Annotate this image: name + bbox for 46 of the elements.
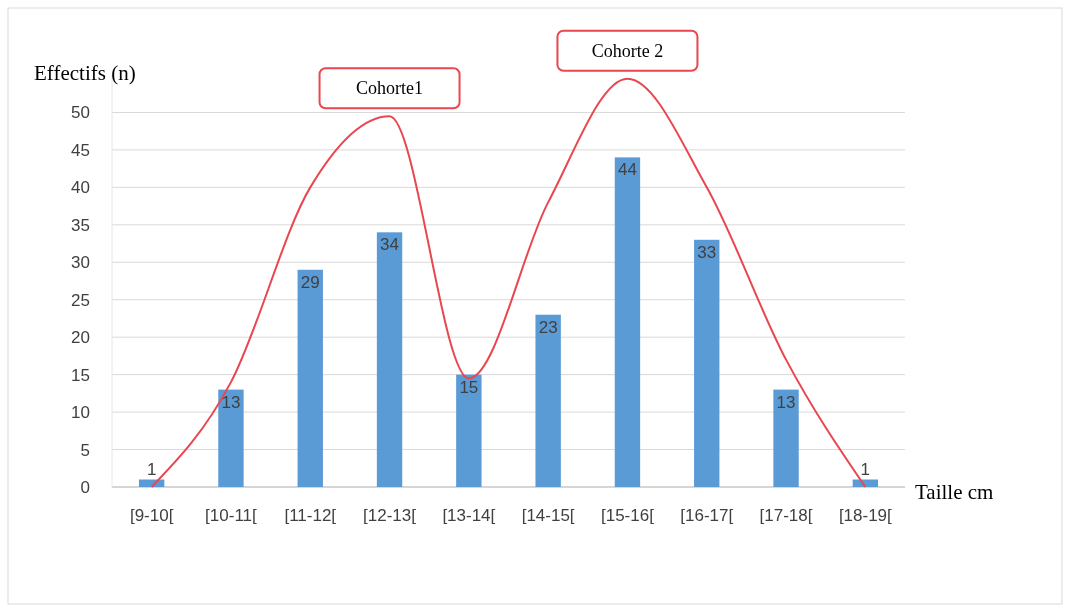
x-tick-label: [10-11[ (205, 506, 258, 525)
y-tick-label: 20 (71, 328, 90, 348)
bar (614, 157, 641, 487)
y-axis-title: Effectifs (n) (34, 61, 136, 85)
annotation: Cohorte1 (356, 78, 424, 99)
x-tick-label: [9-10[ (129, 506, 174, 525)
bar (218, 389, 244, 487)
x-tick-label: [11-12[ (284, 506, 337, 525)
callout-box: Cohorte1 (318, 67, 461, 110)
y-tick-label: 30 (71, 253, 90, 273)
annotation: Cohorte 2 (591, 40, 664, 61)
y-tick-label: 45 (71, 140, 90, 160)
x-tick-label: [18-19[ (838, 506, 893, 525)
y-tick-label: 10 (71, 403, 90, 423)
y-tick-label: 40 (71, 178, 90, 198)
data-label: 34 (380, 235, 400, 255)
data-label: 13 (776, 392, 796, 412)
x-tick-label: [16-17[ (680, 506, 734, 525)
data-label: 1 (146, 459, 157, 479)
x-tick-label: [15-16[ (600, 506, 655, 525)
data-label: 29 (300, 272, 320, 292)
data-label: 23 (538, 317, 558, 337)
data-label: 33 (697, 242, 717, 262)
y-tick-label: 25 (71, 290, 90, 310)
data-label: 1 (860, 459, 871, 479)
y-tick-label: 0 (80, 478, 90, 497)
y-tick-label: 50 (71, 103, 90, 123)
bar (456, 374, 482, 487)
x-tick-label: [14-15[ (521, 506, 575, 525)
x-tick-label: [13-14[ (442, 506, 496, 525)
callout-box: Cohorte 2 (556, 29, 699, 72)
x-axis-title: Taille cm (915, 480, 994, 504)
data-label: 13 (221, 392, 241, 412)
x-tick-label: [17-18[ (759, 506, 813, 525)
y-tick-label: 35 (71, 215, 90, 235)
bar (773, 389, 799, 487)
data-label: 15 (459, 377, 479, 397)
bar (694, 239, 720, 487)
bar (376, 232, 403, 487)
y-tick-label: 5 (80, 440, 90, 460)
line-series (150, 77, 867, 488)
bar (535, 314, 561, 487)
y-tick-label: 15 (71, 365, 90, 385)
x-tick-label: [12-13[ (363, 506, 417, 525)
bar (297, 269, 323, 487)
data-label: 44 (617, 160, 637, 180)
